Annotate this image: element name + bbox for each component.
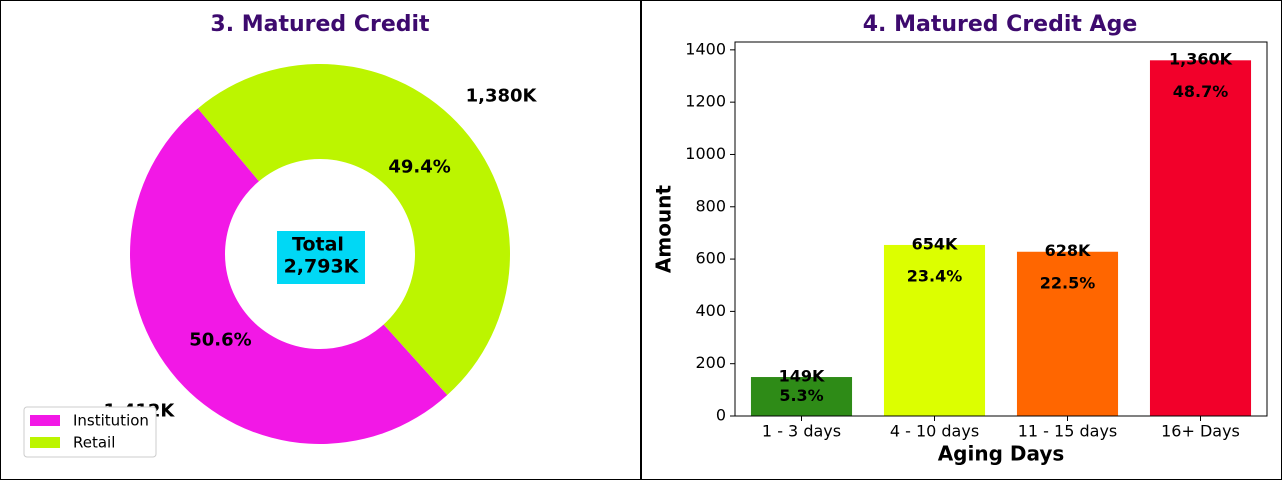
bar: [1149, 60, 1252, 417]
legend-swatch: [30, 437, 60, 448]
y-tick-label: 200: [695, 353, 726, 372]
value-label: 654K: [912, 234, 958, 253]
bar: [883, 244, 986, 416]
panel-border: [0, 0, 641, 480]
percent-label: 23.4%: [907, 266, 963, 285]
percent-label: 5.3%: [779, 386, 823, 405]
x-tick-label: 4 - 10 days: [890, 422, 979, 441]
y-tick-label: 600: [695, 249, 726, 268]
value-label: 628K: [1045, 241, 1091, 260]
value-label: 149K: [779, 366, 825, 385]
center-box: [277, 231, 365, 284]
legend-swatch: [30, 415, 60, 426]
bar: [750, 377, 853, 416]
bar: [1016, 251, 1119, 416]
x-tick-label: 11 - 15 days: [1018, 422, 1118, 441]
y-axis-label: Amount: [652, 185, 676, 274]
center-title: Total: [292, 234, 344, 256]
y-tick-label: 1400: [685, 39, 726, 58]
y-tick-label: 800: [695, 196, 726, 215]
x-tick-label: 1 - 3 days: [762, 422, 841, 441]
donut-slice: [130, 108, 448, 444]
y-tick-label: 0: [716, 406, 726, 425]
legend-label: Institution: [73, 412, 149, 430]
y-tick-label: 1200: [685, 92, 726, 111]
y-tick-label: 400: [695, 301, 726, 320]
percent-label: 49.4%: [388, 156, 450, 177]
donut-slice: [197, 63, 511, 396]
center-text: 2,793K: [284, 256, 360, 278]
percent-label: 50.6%: [189, 330, 251, 351]
value-label: 1,380K: [466, 85, 538, 106]
chart-title: 4. Matured Credit Age: [863, 12, 1138, 37]
value-label: 1,360K: [1169, 50, 1233, 69]
x-axis-label: Aging Days: [938, 442, 1065, 466]
legend-label: Retail: [73, 434, 115, 452]
plot-frame: [734, 41, 1268, 417]
percent-label: 22.5%: [1040, 273, 1096, 292]
panel-border: [641, 0, 1282, 480]
chart-title: 3. Matured Credit: [210, 12, 430, 37]
x-tick-label: 16+ Days: [1161, 422, 1240, 441]
percent-label: 48.7%: [1173, 82, 1229, 101]
y-tick-label: 1000: [685, 144, 726, 163]
